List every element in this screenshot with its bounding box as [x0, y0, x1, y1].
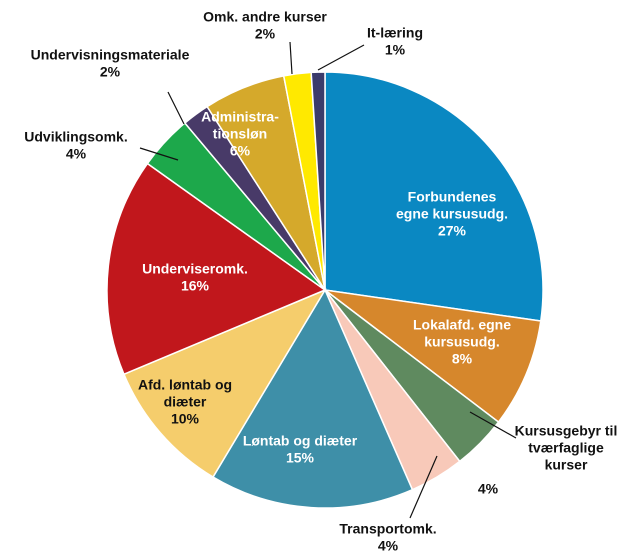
- slice-label: Omk. andre kurser: [203, 9, 327, 25]
- slice-label: Løntab og diæter: [243, 433, 358, 449]
- slice-label: Forbundenes: [408, 189, 497, 205]
- leader-line: [469, 411, 517, 439]
- slice-label: kurser: [545, 457, 588, 473]
- slice-label: Transportomk.: [339, 521, 436, 537]
- value-label: 4%: [66, 146, 87, 162]
- value-label: 16%: [181, 278, 210, 294]
- value-label: 15%: [286, 450, 315, 466]
- slice-label: diæter: [164, 394, 207, 410]
- leader-line: [139, 147, 179, 161]
- slice-label: tionsløn: [213, 126, 267, 142]
- slice-label: Administra-: [201, 109, 279, 125]
- slice-label: Underviseromk.: [142, 261, 248, 277]
- value-label: 27%: [438, 223, 467, 239]
- slice-label: Udviklingsomk.: [24, 129, 127, 145]
- value-label: 1%: [385, 42, 406, 58]
- slice-label: tværfaglige: [528, 440, 604, 456]
- slice-label: It-læring: [367, 25, 423, 41]
- value-label: 8%: [452, 351, 473, 367]
- leader-line: [317, 44, 365, 71]
- pie-slice: [122, 288, 327, 479]
- value-label: 2%: [100, 64, 121, 80]
- slice-label: Afd. løntab og: [138, 377, 232, 393]
- pie-slice: [211, 288, 414, 509]
- value-label: 4%: [378, 538, 399, 554]
- pie-slice: [324, 71, 544, 322]
- value-label: 10%: [171, 411, 200, 427]
- pie-slice: [322, 288, 542, 424]
- slice-label: Undervisningsmateriale: [31, 47, 190, 63]
- leader-line: [409, 455, 438, 519]
- pie-slice: [106, 162, 327, 376]
- leader-line: [289, 41, 293, 75]
- slice-label: kursusudg.: [424, 334, 499, 350]
- value-label: 6%: [230, 143, 251, 159]
- value-label: 4%: [478, 481, 499, 497]
- leader-line: [167, 91, 185, 125]
- value-label: 2%: [255, 26, 276, 42]
- slice-label: egne kursusudg.: [396, 206, 508, 222]
- slice-label: Lokalafd. egne: [413, 317, 511, 333]
- slice-label: Kursusgebyr til: [515, 423, 618, 439]
- pie-slice: [310, 71, 326, 291]
